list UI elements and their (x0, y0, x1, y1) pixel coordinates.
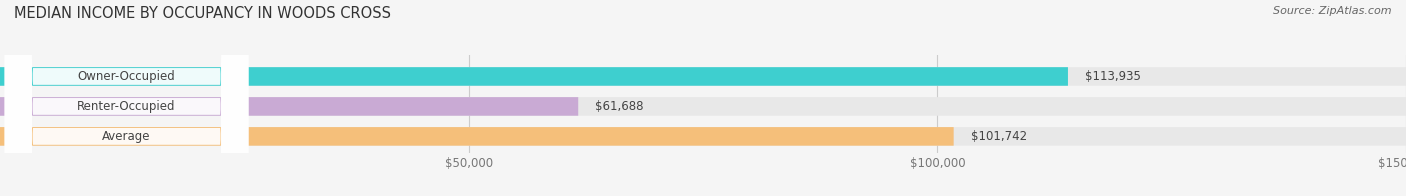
Text: Renter-Occupied: Renter-Occupied (77, 100, 176, 113)
FancyBboxPatch shape (4, 0, 249, 196)
Text: Owner-Occupied: Owner-Occupied (77, 70, 176, 83)
Text: $113,935: $113,935 (1085, 70, 1140, 83)
FancyBboxPatch shape (0, 97, 578, 116)
FancyBboxPatch shape (0, 127, 953, 146)
Text: Average: Average (103, 130, 150, 143)
Text: Source: ZipAtlas.com: Source: ZipAtlas.com (1274, 6, 1392, 16)
FancyBboxPatch shape (0, 67, 1406, 86)
FancyBboxPatch shape (0, 67, 1069, 86)
Text: $101,742: $101,742 (970, 130, 1026, 143)
FancyBboxPatch shape (0, 97, 1406, 116)
FancyBboxPatch shape (0, 127, 1406, 146)
FancyBboxPatch shape (4, 0, 249, 196)
FancyBboxPatch shape (4, 0, 249, 196)
Text: $61,688: $61,688 (595, 100, 644, 113)
Text: MEDIAN INCOME BY OCCUPANCY IN WOODS CROSS: MEDIAN INCOME BY OCCUPANCY IN WOODS CROS… (14, 6, 391, 21)
